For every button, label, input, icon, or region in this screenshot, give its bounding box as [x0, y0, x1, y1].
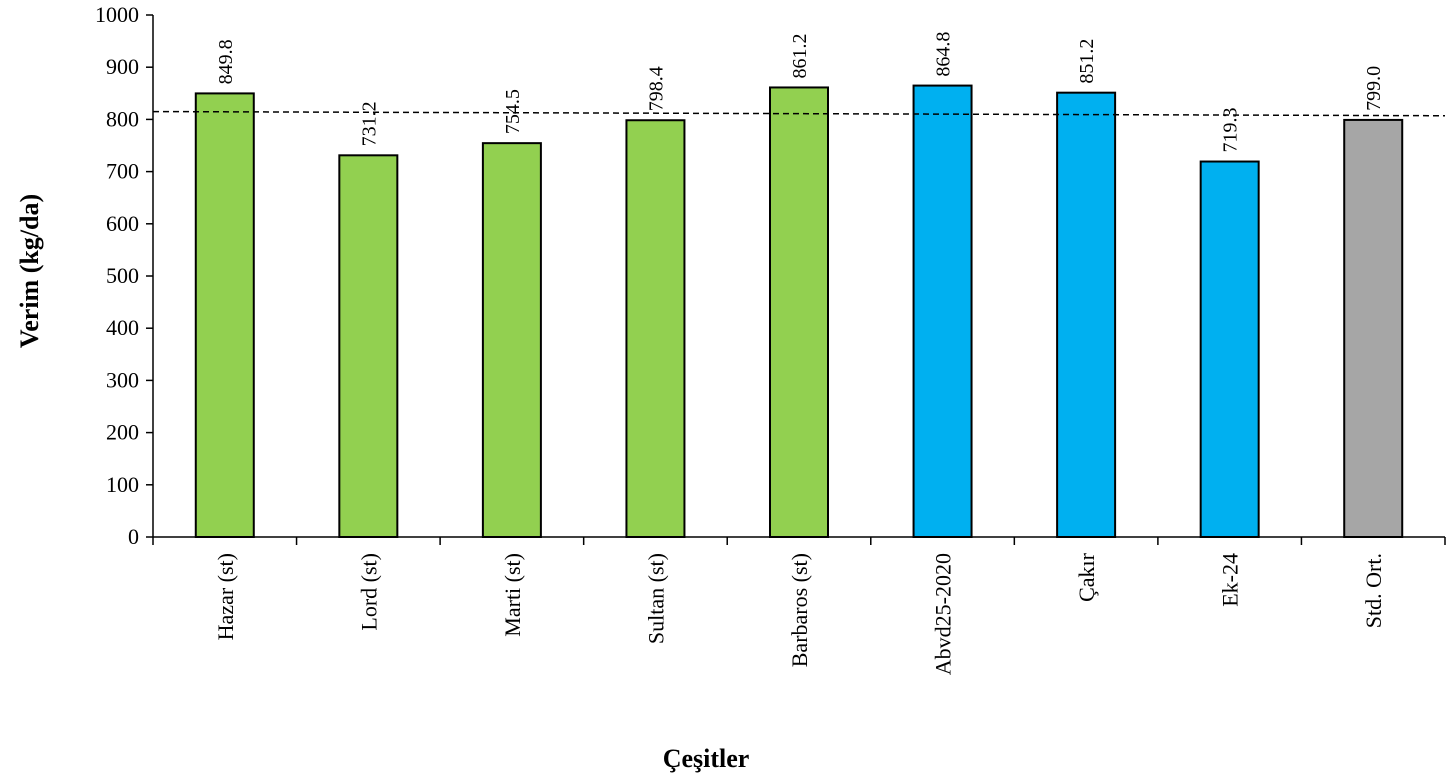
y-tick-label: 1000	[95, 2, 139, 27]
data-label: 731.2	[358, 101, 380, 146]
x-category-label: Lord (st)	[356, 553, 381, 631]
y-tick-label: 900	[106, 54, 139, 79]
data-label: 851.2	[1076, 39, 1098, 84]
data-label: 798.4	[645, 66, 667, 111]
y-tick-label: 700	[106, 159, 139, 184]
reference-line	[152, 110, 1446, 117]
data-label: 864.8	[933, 32, 955, 77]
data-label: 719.3	[1220, 108, 1242, 153]
x-category-label: Marti (st)	[500, 553, 525, 637]
y-tick-label: 0	[128, 524, 139, 549]
x-category-label: Çakır	[1074, 552, 1099, 602]
bar	[1056, 91, 1117, 538]
y-axis-title: Verim (kg/da)	[15, 194, 44, 348]
y-tick-label: 800	[106, 106, 139, 131]
data-label: 849.8	[215, 39, 237, 84]
bar	[625, 119, 686, 538]
data-label: 861.2	[789, 33, 811, 78]
x-category-label: Barbaros (st)	[787, 553, 812, 667]
x-category-label: Ek-24	[1218, 553, 1243, 607]
bar	[1199, 160, 1260, 539]
y-tick-label: 100	[106, 472, 139, 497]
y-tick-label: 200	[106, 420, 139, 445]
reference-line-path	[152, 110, 1446, 117]
x-category-label: Sultan (st)	[643, 553, 668, 644]
bar	[194, 92, 255, 539]
data-label: 754.5	[502, 89, 524, 134]
bars	[194, 84, 1404, 539]
bar	[912, 84, 973, 538]
y-tick-label: 600	[106, 211, 139, 236]
y-axis: 0 100 200 300 400 500 600 700 800 900 1000	[95, 2, 154, 549]
y-tick-label: 300	[106, 367, 139, 392]
y-tick-label: 400	[106, 315, 139, 340]
data-label: 799.0	[1363, 66, 1385, 111]
bar	[1343, 118, 1404, 538]
x-category-label: Abvd25-2020	[931, 553, 956, 675]
x-axis-title: Çeşitler	[663, 744, 750, 773]
bar	[769, 86, 829, 538]
y-tick-label: 500	[106, 263, 139, 288]
x-category-label: Std. Ort.	[1361, 553, 1386, 628]
bar	[338, 154, 399, 538]
x-axis: Hazar (st) Lord (st) Marti (st) Sultan (st)…	[152, 536, 1446, 675]
x-category-label: Hazar (st)	[213, 553, 238, 640]
bar	[481, 142, 542, 538]
